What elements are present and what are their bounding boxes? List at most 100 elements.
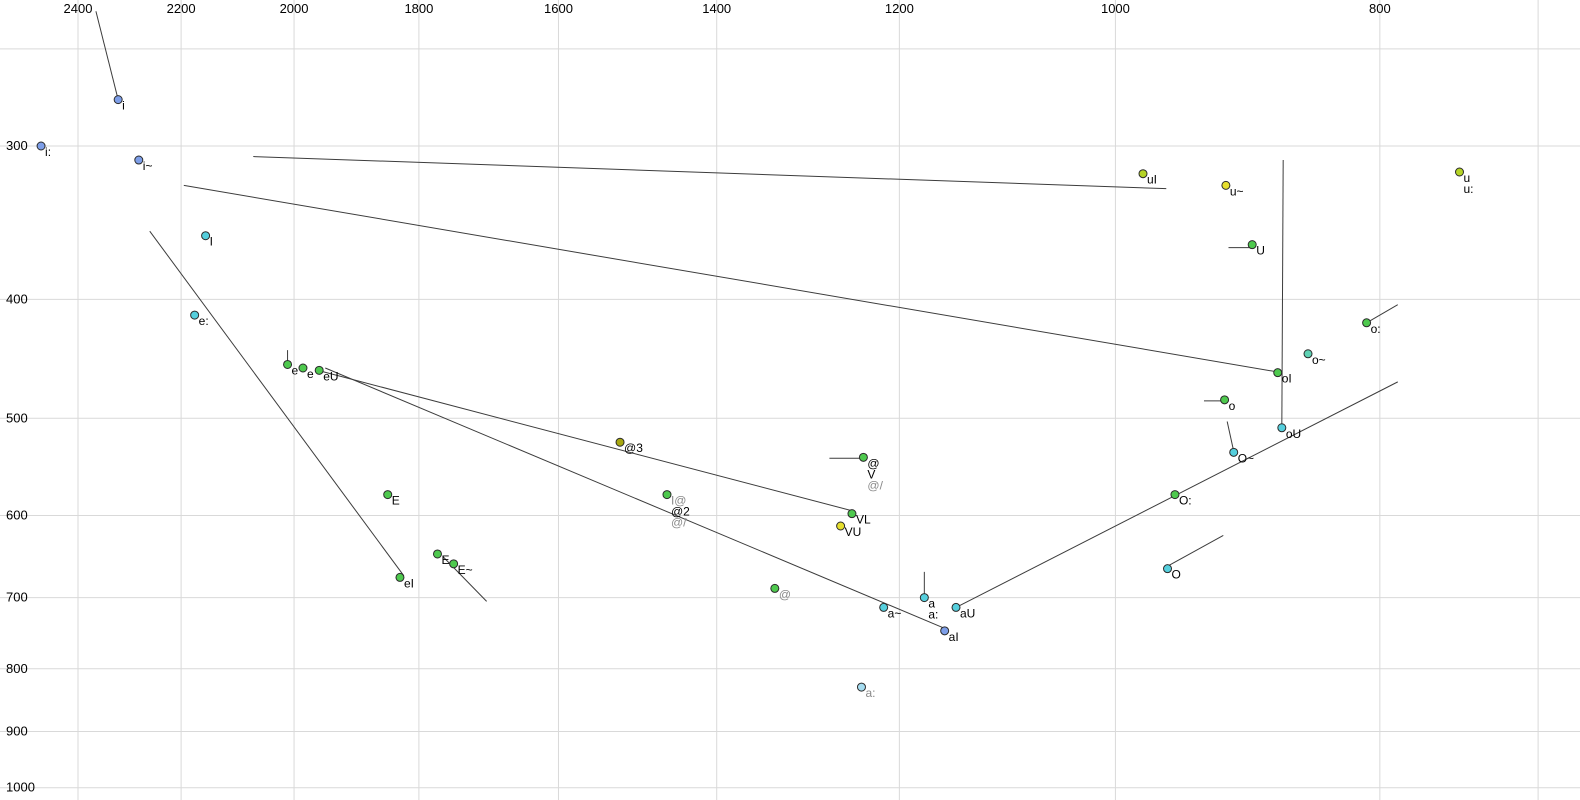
vowel-label: i bbox=[122, 99, 125, 113]
vowel-point bbox=[1163, 564, 1173, 574]
x-axis-tick-label: 2200 bbox=[167, 1, 196, 16]
vowel-point bbox=[662, 490, 672, 500]
vowel-point bbox=[449, 559, 459, 569]
vowel-point bbox=[432, 549, 442, 559]
trajectory-line bbox=[253, 156, 1167, 190]
vowel-label: E bbox=[441, 553, 449, 567]
vowel-point bbox=[1277, 423, 1287, 433]
vowel-point bbox=[1170, 490, 1180, 500]
y-axis-tick-label: 600 bbox=[6, 507, 28, 522]
vowel-label: VU bbox=[845, 525, 862, 539]
y-axis-tick-label: 1000 bbox=[6, 780, 35, 795]
vowel-point bbox=[770, 583, 780, 593]
trajectory-line bbox=[322, 371, 854, 512]
vowel-label: I@ bbox=[671, 494, 687, 508]
vowel-label: i~ bbox=[143, 159, 153, 173]
vowel-label: O bbox=[1172, 568, 1181, 582]
vowel-label: E bbox=[392, 494, 400, 508]
vowel-label: a bbox=[928, 597, 935, 611]
x-axis-tick-label: 800 bbox=[1369, 1, 1391, 16]
vowel-point bbox=[201, 231, 211, 241]
vowel-label: I bbox=[210, 235, 213, 249]
vowel-label: e bbox=[307, 367, 314, 381]
vowel-label: @2 bbox=[671, 505, 690, 519]
vowel-label: aU bbox=[960, 606, 975, 620]
vowel-label: @/ bbox=[867, 478, 883, 492]
vowel-label: oU bbox=[1286, 427, 1301, 441]
vowel-label: a: bbox=[865, 686, 875, 700]
vowel-point bbox=[283, 359, 293, 369]
vowel-point bbox=[858, 452, 868, 462]
vowel-point bbox=[1454, 167, 1464, 177]
vowel-label: @ bbox=[779, 587, 791, 601]
x-axis-tick-label: 1200 bbox=[885, 1, 914, 16]
x-axis-tick-label: 1000 bbox=[1101, 1, 1130, 16]
trajectory-line bbox=[1281, 160, 1284, 428]
vowel-label: aI bbox=[949, 630, 959, 644]
vowel-label: a: bbox=[928, 608, 938, 622]
vowel-label: o: bbox=[1371, 322, 1381, 336]
vowel-label: a~ bbox=[888, 606, 902, 620]
trajectory-line bbox=[183, 184, 1282, 374]
vowel-label: O~ bbox=[1238, 451, 1254, 465]
vowel-label: E~ bbox=[458, 563, 473, 577]
trajectory-line bbox=[1226, 421, 1235, 452]
trajectory-line bbox=[1167, 535, 1224, 567]
x-axis-tick-label: 1400 bbox=[702, 1, 731, 16]
x-axis-tick-label: 2400 bbox=[64, 1, 93, 16]
vowel-label: u: bbox=[1463, 182, 1473, 196]
trajectory-line bbox=[325, 367, 944, 629]
vowel-point bbox=[940, 626, 950, 636]
vowel-point bbox=[36, 141, 46, 151]
trajectory-line bbox=[95, 11, 119, 100]
vowel-label: o bbox=[1229, 399, 1236, 413]
vowel-point bbox=[1138, 169, 1148, 179]
vowel-label: eI bbox=[404, 576, 414, 590]
vowel-point bbox=[951, 602, 961, 612]
y-axis-tick-label: 700 bbox=[6, 590, 28, 605]
vowel-label: V bbox=[867, 467, 875, 481]
vowel-point bbox=[1362, 318, 1372, 328]
trajectory-line bbox=[1366, 304, 1399, 324]
vowel-point bbox=[1273, 368, 1283, 378]
vowel-label: O: bbox=[1179, 494, 1192, 508]
vowel-point bbox=[836, 521, 846, 531]
vowel-point bbox=[879, 602, 889, 612]
x-axis-tick-label: 2000 bbox=[280, 1, 309, 16]
vowel-label: oI bbox=[1282, 372, 1292, 386]
y-axis-tick-label: 400 bbox=[6, 291, 28, 306]
vowel-label: eU bbox=[323, 369, 338, 383]
vowel-point bbox=[1303, 349, 1313, 359]
vowel-label: uI bbox=[1147, 173, 1157, 187]
vowel-point bbox=[383, 490, 393, 500]
vowel-label: u bbox=[1463, 171, 1470, 185]
vowel-point bbox=[134, 155, 144, 165]
x-axis-tick-label: 1800 bbox=[404, 1, 433, 16]
vowel-label: i: bbox=[45, 145, 51, 159]
vowel-label: e: bbox=[199, 314, 209, 328]
y-axis-tick-label: 300 bbox=[6, 138, 28, 153]
vowel-point bbox=[1220, 395, 1230, 405]
vowel-label: o~ bbox=[1312, 353, 1326, 367]
vowel-label: @/ bbox=[671, 516, 687, 530]
vowel-point bbox=[298, 363, 308, 373]
vowel-point bbox=[314, 365, 324, 375]
vowel-point bbox=[395, 572, 405, 582]
vowel-point bbox=[113, 95, 123, 105]
x-axis-tick-label: 1600 bbox=[544, 1, 573, 16]
vowel-label: U bbox=[1256, 244, 1265, 258]
vowel-point bbox=[1221, 180, 1231, 190]
vowel-point bbox=[1247, 240, 1257, 250]
vowel-point bbox=[190, 310, 200, 320]
vowel-label: @3 bbox=[624, 441, 643, 455]
y-axis-tick-label: 900 bbox=[6, 724, 28, 739]
y-axis-tick-label: 500 bbox=[6, 410, 28, 425]
vowel-label: VL bbox=[856, 513, 871, 527]
vowel-point bbox=[1229, 447, 1239, 457]
vowel-label: e bbox=[292, 363, 299, 377]
y-axis-tick-label: 800 bbox=[6, 661, 28, 676]
vowel-point bbox=[856, 682, 866, 692]
vowel-point bbox=[847, 509, 857, 519]
